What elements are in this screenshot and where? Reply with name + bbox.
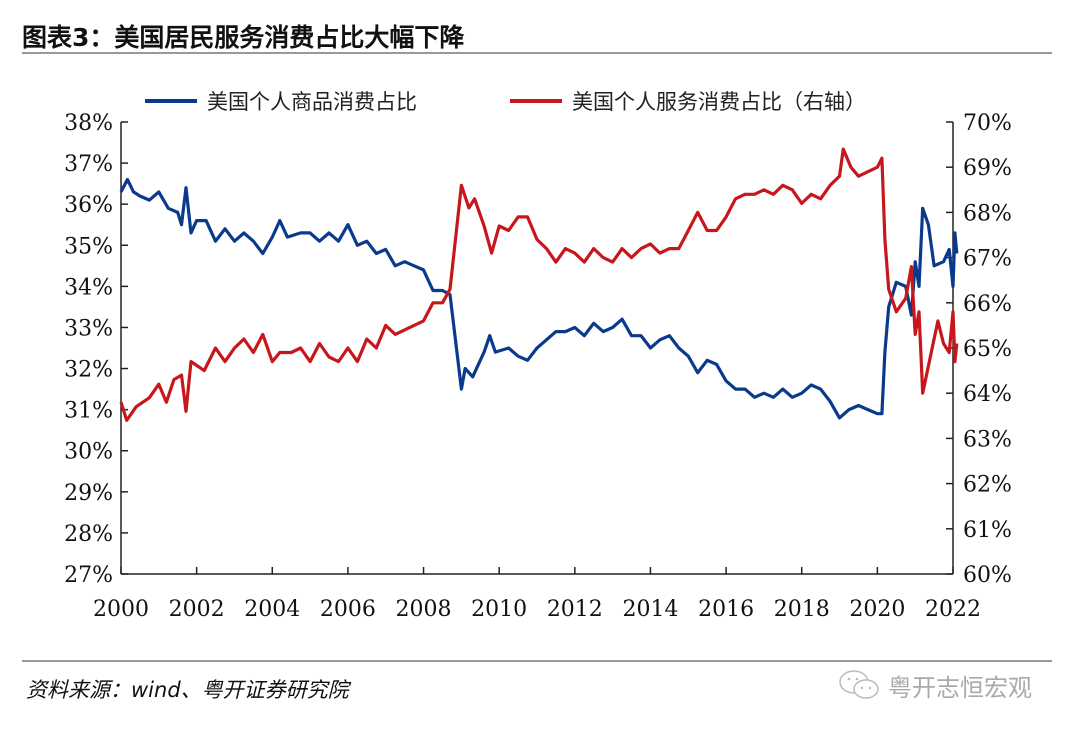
y-left-tick-label: 27%: [64, 563, 113, 588]
y-left-tick-label: 30%: [64, 440, 113, 465]
legend-item-services: 美国个人服务消费占比（右轴）: [510, 86, 866, 116]
x-tick-label: 2006: [320, 597, 376, 622]
source-note: 资料来源：wind、粤开证券研究院: [26, 678, 349, 702]
y-left-tick-label: 33%: [64, 316, 113, 341]
y-right-tick-label: 62%: [963, 473, 1012, 498]
y-right-tick-label: 64%: [963, 382, 1012, 407]
x-tick-label: 2014: [622, 597, 678, 622]
y-left-tick-label: 31%: [64, 399, 113, 424]
x-tick-label: 2020: [849, 597, 905, 622]
watermark: 粤开志恒宏观: [838, 668, 1032, 703]
x-tick-label: 2012: [547, 597, 603, 622]
x-tick-label: 2016: [698, 597, 754, 622]
legend-item-goods: 美国个人商品消费占比: [145, 86, 417, 116]
y-left-tick-label: 37%: [64, 152, 113, 177]
x-tick-label: 2008: [396, 597, 452, 622]
chart-title: 图表3：美国居民服务消费占比大幅下降: [22, 23, 465, 52]
y-left-tick-label: 35%: [64, 234, 113, 259]
x-tick-label: 2010: [471, 597, 527, 622]
y-right-tick-label: 65%: [963, 337, 1012, 362]
legend-label-goods: 美国个人商品消费占比: [207, 90, 417, 114]
series-line-goods: [119, 177, 959, 420]
y-right-tick-label: 66%: [963, 292, 1012, 317]
watermark-text: 粤开志恒宏观: [888, 674, 1032, 702]
y-left-tick-label: 29%: [64, 481, 113, 506]
legend-swatch-services: [510, 99, 562, 103]
y-left-tick-label: 38%: [64, 111, 113, 136]
legend-label-services: 美国个人服务消费占比（右轴）: [572, 90, 866, 114]
series-line-services: [119, 147, 959, 422]
y-right-tick-label: 70%: [963, 111, 1012, 136]
y-right-tick-label: 67%: [963, 247, 1012, 272]
y-left-tick-label: 28%: [64, 522, 113, 547]
footer-divider: [22, 660, 1052, 662]
y-right-tick-label: 63%: [963, 427, 1012, 452]
y-right-tick-label: 60%: [963, 563, 1012, 588]
x-tick-label: 2018: [774, 597, 830, 622]
y-right-tick-label: 68%: [963, 201, 1012, 226]
x-tick-label: 2002: [169, 597, 225, 622]
title-divider: [22, 52, 1052, 54]
x-tick-label: 2004: [244, 597, 300, 622]
legend-swatch-goods: [145, 99, 197, 103]
wechat-icon: [839, 669, 879, 699]
x-tick-label: 2022: [925, 597, 981, 622]
y-right-tick-label: 61%: [963, 518, 1012, 543]
y-left-tick-label: 34%: [64, 275, 113, 300]
y-right-tick-label: 69%: [963, 156, 1012, 181]
x-tick-label: 2000: [93, 597, 149, 622]
y-left-tick-label: 36%: [64, 193, 113, 218]
y-left-tick-label: 32%: [64, 358, 113, 383]
